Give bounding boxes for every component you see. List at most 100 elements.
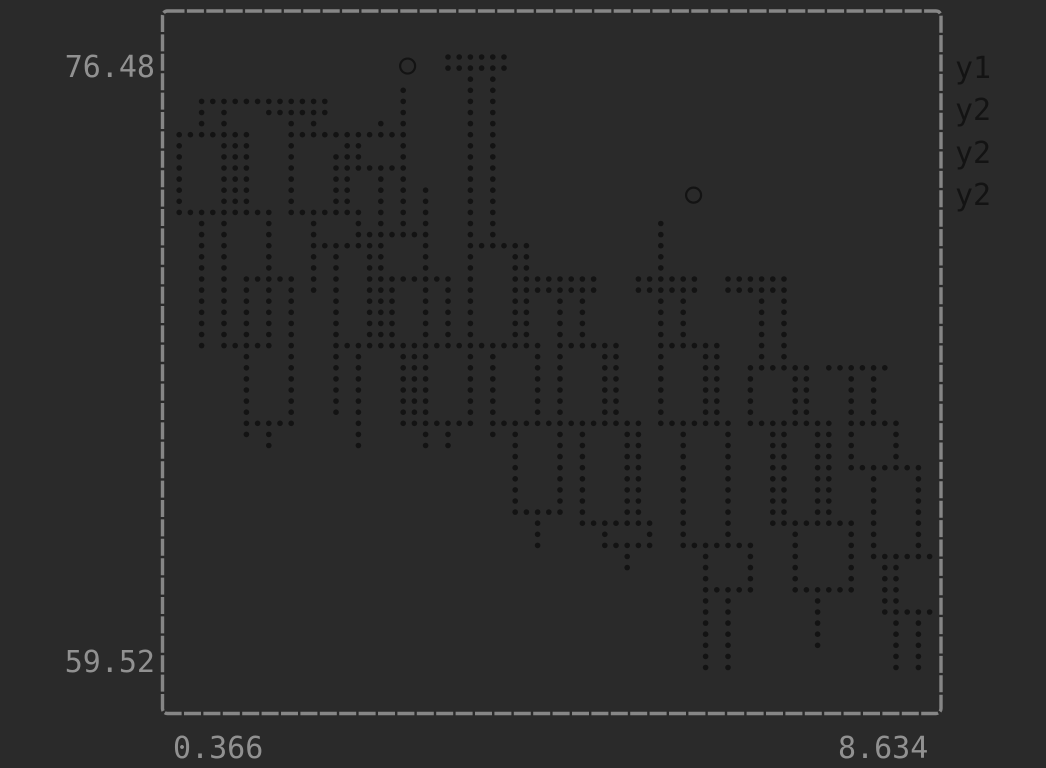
data-dot [221, 231, 227, 238]
data-dot [288, 331, 295, 338]
data-dot [299, 98, 306, 105]
data-dot [792, 531, 798, 538]
data-dot [288, 154, 295, 160]
data-dot [658, 342, 664, 349]
data-dot [411, 276, 418, 282]
outlier-circle-marker [684, 186, 703, 204]
data-dot [366, 320, 373, 327]
data-dot [557, 276, 563, 282]
data-dot [366, 165, 373, 171]
data-dot [758, 276, 765, 282]
data-dot [758, 365, 765, 371]
data-dot [747, 376, 754, 382]
data-dot [266, 242, 272, 249]
data-dot [602, 409, 608, 416]
data-dot [714, 398, 720, 404]
data-dot [445, 298, 451, 305]
data-dot [915, 653, 922, 660]
data-dot [546, 276, 552, 282]
data-dot [355, 231, 362, 238]
data-dot [422, 220, 429, 227]
data-dot [467, 287, 474, 293]
data-dot [210, 98, 216, 105]
data-dot [501, 65, 507, 71]
data-dot [288, 353, 295, 360]
data-dot [243, 320, 250, 327]
data-dot [467, 131, 474, 138]
data-dot [691, 287, 698, 293]
data-dot [176, 143, 182, 149]
data-dot [837, 365, 843, 371]
data-dot [378, 176, 384, 182]
data-dot [624, 509, 630, 515]
data-dot [534, 387, 541, 393]
data-dot [658, 353, 664, 360]
data-dot [893, 642, 899, 649]
data-dot [422, 265, 429, 271]
data-dot [456, 54, 463, 60]
data-dot [198, 220, 205, 227]
data-dot [658, 376, 664, 382]
data-dot [870, 487, 877, 493]
data-dot [725, 531, 731, 538]
data-dot [702, 409, 709, 416]
data-dot [221, 176, 227, 182]
data-dot [680, 520, 686, 526]
data-dot [915, 631, 922, 637]
data-dot [747, 287, 754, 293]
data-dot [400, 387, 407, 393]
data-dot [725, 431, 731, 438]
data-dot [198, 242, 205, 249]
data-dot [288, 287, 295, 293]
data-dot [221, 187, 227, 193]
data-dot [915, 620, 922, 626]
data-dot [870, 542, 877, 549]
data-dot [826, 453, 832, 460]
data-dot [411, 342, 418, 349]
data-dot [624, 453, 630, 460]
data-dot [221, 320, 227, 327]
data-dot [288, 198, 295, 205]
data-dot [400, 98, 407, 105]
data-dot [534, 520, 541, 526]
data-dot [344, 154, 351, 160]
data-dot [310, 242, 317, 249]
data-dot [792, 553, 798, 560]
data-dot [422, 376, 429, 382]
data-dot [198, 276, 205, 282]
data-dot [747, 564, 754, 571]
data-dot [635, 520, 642, 526]
data-dot [422, 331, 429, 338]
data-dot [579, 287, 586, 293]
data-dot [467, 298, 474, 305]
data-dot [557, 331, 563, 338]
data-dot [400, 176, 407, 182]
data-dot [490, 109, 496, 116]
data-dot [232, 187, 238, 193]
data-dot [411, 353, 418, 360]
data-dot [770, 276, 776, 282]
data-dot [814, 476, 821, 482]
data-dot [266, 420, 272, 427]
data-dot [758, 320, 765, 327]
data-dot [422, 365, 429, 371]
data-dot [243, 387, 250, 393]
data-dot [389, 298, 395, 305]
data-dot [613, 542, 619, 549]
data-dot [557, 464, 563, 471]
data-dot [333, 131, 339, 138]
data-dot [243, 165, 250, 171]
data-dot [624, 542, 630, 549]
data-dot [467, 320, 474, 327]
data-dot [826, 487, 832, 493]
data-dot [848, 542, 854, 549]
data-dot [624, 464, 630, 471]
data-dot [534, 398, 541, 404]
data-dot [870, 464, 877, 471]
data-dot [366, 287, 373, 293]
data-dot [288, 320, 295, 327]
data-dot [467, 409, 474, 416]
data-dot [378, 287, 384, 293]
data-dot [523, 509, 530, 515]
data-dot [333, 342, 339, 349]
